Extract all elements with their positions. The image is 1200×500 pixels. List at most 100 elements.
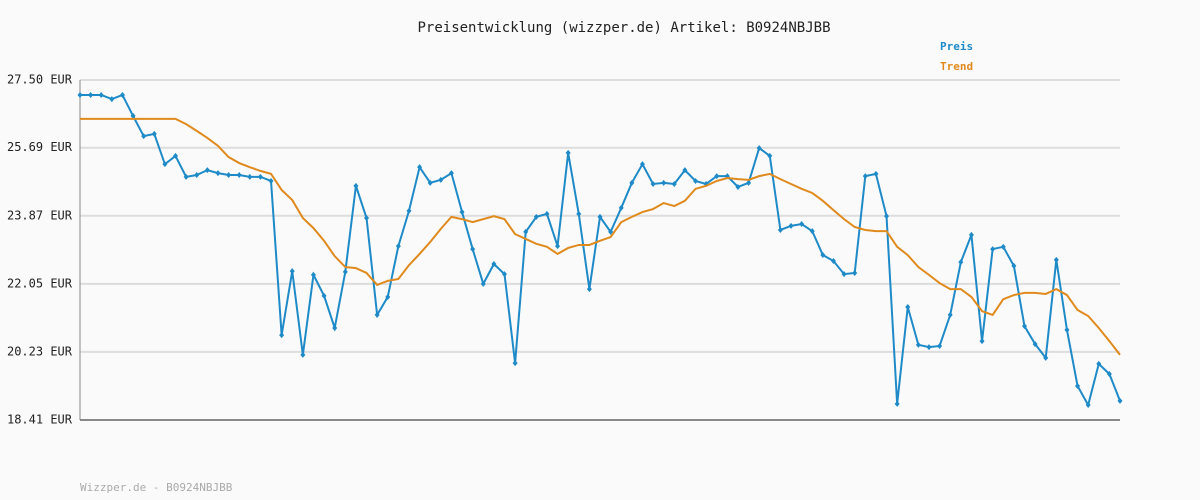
point bbox=[1021, 323, 1027, 330]
point bbox=[480, 280, 486, 287]
point bbox=[586, 286, 592, 293]
point bbox=[618, 204, 624, 211]
point bbox=[809, 228, 815, 235]
point bbox=[1053, 256, 1059, 263]
point bbox=[1011, 262, 1017, 269]
point bbox=[894, 400, 900, 407]
point bbox=[226, 172, 232, 179]
point bbox=[777, 226, 783, 233]
point bbox=[1117, 397, 1123, 404]
chart-title: Preisentwicklung (wizzper.de) Artikel: B… bbox=[417, 20, 830, 36]
point bbox=[151, 130, 157, 137]
point bbox=[852, 270, 858, 277]
point bbox=[257, 173, 263, 180]
legend-label: Trend bbox=[940, 60, 973, 73]
point bbox=[735, 183, 741, 190]
point bbox=[448, 170, 454, 177]
point bbox=[353, 182, 359, 189]
y-tick-label: 18.41 EUR bbox=[7, 413, 73, 427]
point bbox=[385, 293, 391, 300]
y-tick-label: 23.87 EUR bbox=[7, 208, 73, 222]
point bbox=[661, 179, 667, 186]
point bbox=[119, 91, 125, 98]
point bbox=[926, 344, 932, 351]
point bbox=[544, 210, 550, 217]
point bbox=[406, 207, 412, 214]
point bbox=[1032, 341, 1038, 348]
point bbox=[1000, 243, 1006, 250]
point bbox=[194, 172, 200, 179]
point bbox=[693, 177, 699, 184]
point bbox=[470, 246, 476, 253]
point bbox=[820, 252, 826, 259]
point bbox=[671, 180, 677, 187]
point bbox=[841, 271, 847, 278]
point bbox=[395, 243, 401, 250]
point bbox=[162, 161, 168, 168]
y-tick-label: 20.23 EUR bbox=[7, 344, 73, 358]
point bbox=[512, 360, 518, 367]
point bbox=[438, 176, 444, 183]
point bbox=[608, 228, 614, 235]
point bbox=[629, 179, 635, 186]
point bbox=[767, 152, 773, 159]
point bbox=[268, 177, 274, 184]
point bbox=[799, 221, 805, 228]
point bbox=[364, 215, 370, 222]
point bbox=[884, 213, 890, 220]
point bbox=[756, 145, 762, 152]
point bbox=[650, 180, 656, 187]
y-tick-label: 22.05 EUR bbox=[7, 276, 73, 290]
point bbox=[555, 243, 561, 250]
point bbox=[77, 91, 83, 98]
point bbox=[968, 231, 974, 238]
point bbox=[533, 213, 539, 220]
point bbox=[639, 161, 645, 168]
point bbox=[862, 173, 868, 180]
point bbox=[374, 311, 380, 318]
point bbox=[183, 173, 189, 180]
point bbox=[1043, 354, 1049, 361]
point bbox=[501, 271, 507, 278]
point bbox=[88, 91, 94, 98]
point bbox=[491, 261, 497, 268]
point bbox=[204, 167, 210, 174]
point bbox=[682, 167, 688, 174]
point bbox=[905, 304, 911, 311]
point bbox=[714, 173, 720, 180]
point bbox=[141, 133, 147, 140]
point bbox=[332, 324, 338, 331]
point bbox=[830, 258, 836, 265]
point bbox=[109, 96, 115, 103]
point bbox=[300, 351, 306, 358]
point bbox=[1085, 402, 1091, 409]
legend-label: Preis bbox=[940, 40, 973, 53]
point bbox=[342, 268, 348, 275]
point bbox=[746, 179, 752, 186]
point bbox=[937, 342, 943, 349]
point bbox=[1106, 370, 1112, 377]
point bbox=[427, 179, 433, 186]
y-tick-label: 27.50 EUR bbox=[7, 73, 73, 87]
point bbox=[236, 172, 242, 179]
series-line bbox=[80, 117, 1121, 356]
point bbox=[873, 170, 879, 177]
point bbox=[459, 209, 465, 216]
point bbox=[597, 213, 603, 220]
point bbox=[130, 112, 136, 119]
point bbox=[979, 338, 985, 345]
point bbox=[565, 149, 571, 156]
point bbox=[98, 91, 104, 98]
point bbox=[1075, 382, 1081, 389]
point bbox=[417, 164, 423, 171]
point bbox=[958, 259, 964, 266]
point bbox=[247, 173, 253, 180]
point bbox=[915, 341, 921, 348]
point bbox=[523, 228, 529, 235]
point bbox=[947, 311, 953, 318]
point bbox=[1096, 360, 1102, 367]
point bbox=[173, 152, 179, 159]
point bbox=[289, 268, 295, 275]
